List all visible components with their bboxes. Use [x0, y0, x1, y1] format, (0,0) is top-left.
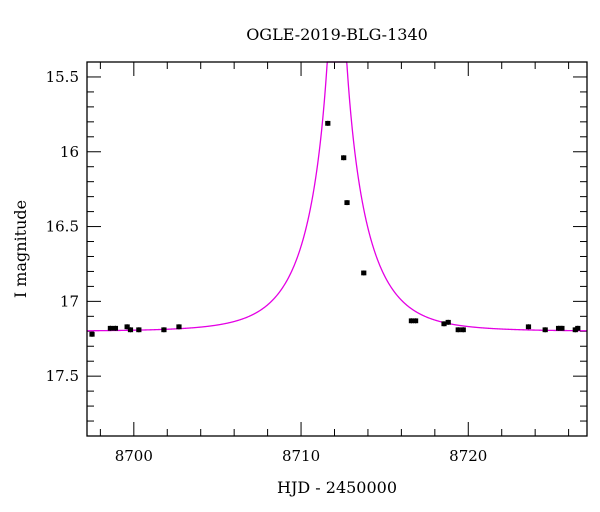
data-point [127, 327, 134, 333]
data-point [455, 327, 461, 333]
data-point [161, 327, 167, 333]
chart-title: OGLE-2019-BLG-1340 [246, 25, 428, 44]
data-point [441, 321, 447, 327]
data-point [344, 200, 350, 206]
x-tick-label: 8700 [115, 447, 153, 465]
data-point [176, 324, 182, 330]
y-tick-label: 15.5 [46, 68, 79, 86]
data-point [112, 325, 119, 331]
data-point [89, 331, 95, 337]
tick-labels: 8700 8710 8720 15.5 16 16.5 17 17.5 [46, 68, 488, 465]
x-axis-label: HJD - 2450000 [277, 478, 397, 497]
data-point [445, 319, 451, 325]
data-point [575, 325, 581, 331]
y-axis-label: I magnitude [11, 200, 30, 298]
model-curve [87, 61, 587, 332]
y-tick-label: 16 [60, 143, 79, 161]
data-point [325, 120, 331, 126]
data-point [124, 324, 130, 330]
y-tick-label: 17 [60, 292, 79, 310]
data-point [341, 155, 347, 161]
x-tick-label: 8720 [449, 447, 487, 465]
y-tick-label: 17.5 [46, 367, 79, 385]
data-point [408, 318, 415, 324]
data-point [525, 324, 532, 330]
data-point [559, 325, 565, 331]
data-point [412, 318, 419, 324]
axis-ticks [87, 61, 587, 437]
data-point [136, 327, 142, 333]
data-point [555, 325, 562, 331]
y-tick-label: 16.5 [46, 218, 79, 236]
data-point [361, 270, 367, 276]
data-points [89, 120, 581, 337]
data-point [107, 325, 114, 331]
x-tick-label: 8710 [282, 447, 320, 465]
data-point [542, 327, 548, 333]
data-point [460, 327, 466, 333]
plot-frame [86, 61, 588, 437]
